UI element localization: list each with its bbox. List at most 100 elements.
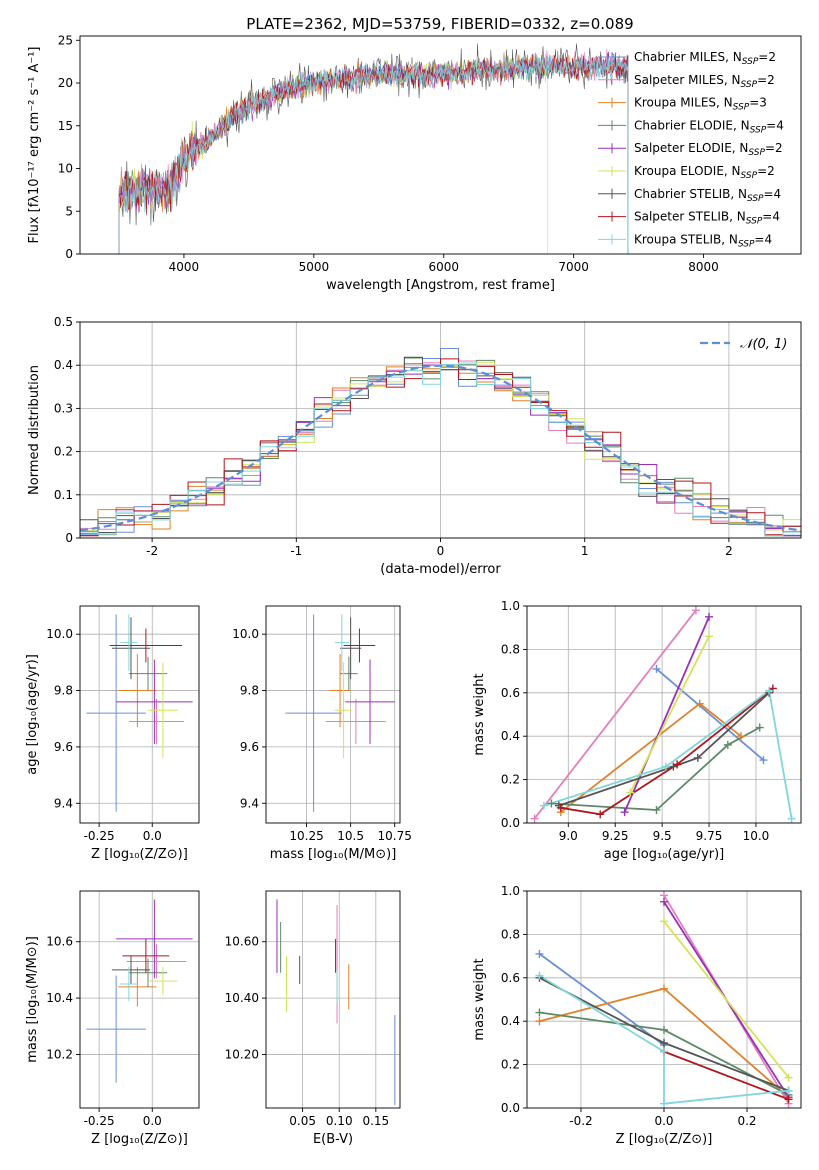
weight-marker xyxy=(705,612,714,621)
legend-entry-suffix: =2 xyxy=(757,73,775,87)
weight-marker xyxy=(661,762,670,771)
legend-entry-suffix: =4 xyxy=(762,210,780,224)
legend-entry-prefix: Salpeter STELIB, N xyxy=(634,210,746,224)
x-tick-label: 4000 xyxy=(169,260,200,274)
x-tick-label: 1 xyxy=(581,544,589,558)
y-tick-label: 0.0 xyxy=(501,816,520,830)
legend-entry: Kroupa ELODIE, NSSP=2 xyxy=(634,164,775,181)
legend-entry-sub: SSP xyxy=(741,80,758,90)
x-tick-label: 8000 xyxy=(688,260,719,274)
y-tick-label: 5 xyxy=(65,204,73,218)
x-tick-label: 10.25 xyxy=(289,829,323,843)
axes-frame xyxy=(79,605,200,824)
y-tick-label: 20 xyxy=(58,76,73,90)
y-axis-label: Normed distribution xyxy=(27,365,42,495)
weight-marker xyxy=(660,1038,668,1047)
legend-entry: Chabrier ELODIE, NSSP=4 xyxy=(634,118,784,135)
legend-entry: Salpeter ELODIE, NSSP=2 xyxy=(634,141,783,158)
panel-mass_vs_ebv: 0.05 0.10 0.15 10.20 10.40 10.60 E(B-V) xyxy=(225,890,401,1147)
weight-marker xyxy=(535,971,544,980)
spectrum-series-8 xyxy=(118,53,629,254)
x-tick-label: 10.0 xyxy=(743,829,770,843)
legend-entry: Chabrier MILES, NSSP=2 xyxy=(634,50,776,67)
x-axis-label: Z [log₁₀(Z/Z⊙)] xyxy=(91,1132,188,1147)
weight-marker xyxy=(660,917,668,926)
y-tick-label: 0.3 xyxy=(54,401,73,415)
legend-entry-suffix: =3 xyxy=(749,96,767,110)
weight-marker xyxy=(539,801,548,810)
x-tick-label: 0.0 xyxy=(143,829,162,843)
panel-mass_vs_Z: -0.25 0.0 10.2 10.4 10.6 Z [log₁₀(Z/Z⊙)] mass … xyxy=(25,890,200,1147)
legend-entry-sub: SSP xyxy=(738,239,755,249)
weight-series-6 xyxy=(558,692,770,807)
weight-series-1 xyxy=(533,609,697,820)
panel-residuals: 𝒩(0, 1) -2 -1 0 1 2 0 0.1 0.2 0.3 0.4 0.5 (data-mode… xyxy=(27,315,802,577)
x-tick-label: -0.25 xyxy=(84,829,115,843)
y-tick-label: 10 xyxy=(58,162,73,176)
legend-entry: Chabrier STELIB, NSSP=4 xyxy=(634,187,781,204)
x-axis-label: Z [log₁₀(Z/Z⊙)] xyxy=(616,1132,713,1147)
y-axis-label: mass [log₁₀(M/M⊙)] xyxy=(25,936,40,1063)
legend-entry-sub: SSP xyxy=(742,57,759,67)
x-tick-label: 10.5 xyxy=(337,829,364,843)
x-axis-label: wavelength [Angstrom, rest frame] xyxy=(326,278,555,293)
weight-marker xyxy=(652,805,661,814)
y-tick-label: 9.4 xyxy=(240,796,259,810)
legend-entry-sub: SSP xyxy=(747,194,764,204)
y-tick-label: 0.6 xyxy=(501,686,520,700)
legend-entry-sub: SSP xyxy=(733,103,750,113)
x-tick-label: -2 xyxy=(146,544,158,558)
y-tick-label: 9.8 xyxy=(54,684,73,698)
x-axis-label: (data-model)/error xyxy=(380,562,501,577)
weight-series-8 xyxy=(543,689,793,819)
legend-entry-sub: SSP xyxy=(750,125,767,135)
weight-marker xyxy=(652,664,661,673)
x-tick-label: 9.0 xyxy=(559,829,578,843)
y-tick-label: 1.0 xyxy=(501,884,520,898)
panel-age_vs_mass: 10.25 10.5 10.75 9.4 9.6 9.8 10.0 mass [log₁₀(M… xyxy=(232,605,412,862)
legend-entry: Salpeter STELIB, NSSP=4 xyxy=(634,210,780,227)
weight-series-0 xyxy=(655,668,765,761)
plot-area-mass_vs_ebv xyxy=(276,899,396,1106)
legend-entry-suffix: =4 xyxy=(754,232,772,246)
plot-area-spectrum xyxy=(118,43,629,254)
axes-frame xyxy=(79,35,802,255)
y-tick-label: 0.8 xyxy=(501,927,520,941)
x-tick-label: -0.2 xyxy=(569,1114,592,1128)
weight-marker xyxy=(556,803,565,812)
legend-entry: Salpeter MILES, NSSP=2 xyxy=(634,73,775,90)
weight-marker xyxy=(784,1095,793,1104)
legend-entry-prefix: Salpeter MILES, N xyxy=(634,73,741,87)
legend-entry-prefix: Salpeter ELODIE, N xyxy=(634,141,748,155)
weight-series-8 xyxy=(539,974,789,1105)
y-tick-label: 10.0 xyxy=(46,627,73,641)
panel-weight_vs_age: 9.0 9.25 9.5 9.75 10.0 0.0 0.2 0.4 0.6 0.8 1.0 age … xyxy=(472,599,802,862)
weight-series-5 xyxy=(663,920,790,1079)
legend-entry-prefix: Chabrier MILES, N xyxy=(634,50,742,64)
weight-marker xyxy=(723,740,732,749)
y-tick-label: 10.2 xyxy=(46,1047,73,1061)
plot-area-residuals xyxy=(80,348,801,538)
y-tick-label: 9.8 xyxy=(240,684,259,698)
x-tick-label: -0.25 xyxy=(84,1114,115,1128)
panel-age_vs_Z: -0.25 0.0 9.4 9.6 9.8 10.0 Z [log₁₀(Z/Z⊙)] age … xyxy=(25,605,200,862)
y-tick-label: 10.4 xyxy=(46,991,73,1005)
y-tick-label: 0.2 xyxy=(501,1058,520,1072)
normal-curve xyxy=(80,364,801,532)
legend-entry-sub: SSP xyxy=(746,217,763,227)
x-tick-label: 7000 xyxy=(558,260,589,274)
legend-entry: Kroupa MILES, NSSP=3 xyxy=(634,96,767,113)
legend-entry-prefix: Kroupa MILES, N xyxy=(634,96,733,110)
panel-weight_vs_Z: -0.2 0.0 0.2 0.0 0.2 0.4 0.6 0.8 1.0 Z [log₁₀(Z/Z… xyxy=(472,884,802,1147)
weight-marker xyxy=(660,1047,668,1056)
weight-marker xyxy=(693,753,702,762)
x-axis-label: E(B-V) xyxy=(313,1132,353,1147)
weight-marker xyxy=(660,984,668,993)
y-tick-label: 0.2 xyxy=(54,445,73,459)
weight-marker xyxy=(535,949,544,958)
y-tick-label: 10.20 xyxy=(225,1047,259,1061)
y-tick-label: 0 xyxy=(65,531,73,545)
weight-marker xyxy=(755,723,764,732)
plot-area-mass_vs_Z xyxy=(86,899,193,1083)
